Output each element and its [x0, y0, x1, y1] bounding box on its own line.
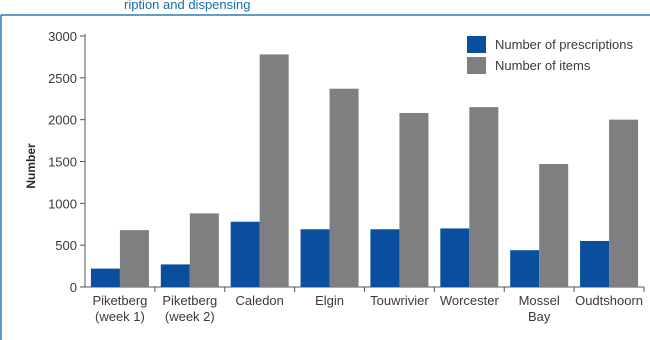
bar-items [399, 112, 429, 288]
bar-prescriptions [230, 221, 260, 287]
y-tick-label: 3000 [48, 29, 77, 44]
x-tick-label: (week 1) [95, 309, 145, 324]
y-tick-label: 1500 [48, 155, 77, 170]
bar-prescriptions [440, 228, 470, 287]
legend: Number of prescriptions Number of items [467, 36, 633, 74]
bar-prescriptions [580, 240, 610, 287]
figure-caption: ription and dispensing [124, 0, 250, 12]
x-axis: Piketberg(week 1)Piketberg(week 2)Caledo… [85, 286, 645, 324]
legend-label: Number of prescriptions [495, 37, 633, 52]
bar-marks [90, 54, 639, 288]
bar-prescriptions [90, 268, 120, 287]
x-tick-label: Mossel [519, 293, 560, 308]
y-axis-title: Number [24, 143, 38, 189]
x-tick-label: Elgin [315, 293, 344, 308]
x-tick-label: Oudtshoorn [575, 293, 643, 308]
y-tick-label: 2000 [48, 113, 77, 128]
bar-prescriptions [370, 229, 400, 287]
y-tick-label: 0 [70, 280, 77, 295]
legend-swatch [467, 36, 486, 53]
x-tick-label: Worcester [440, 293, 500, 308]
legend-swatch [467, 57, 486, 74]
bar-prescriptions [300, 229, 330, 287]
y-tick-label: 2500 [48, 71, 77, 86]
y-axis: 0 500 1000 1500 2000 2500 3000 [48, 29, 86, 295]
bar-prescriptions [160, 264, 190, 287]
x-tick-label: Bay [528, 309, 551, 324]
bar-items [329, 88, 359, 288]
x-tick-label: Caledon [235, 293, 283, 308]
bar-items [119, 230, 149, 287]
y-tick-label: 500 [55, 238, 77, 253]
x-tick-label: Touwrivier [370, 293, 429, 308]
bar-prescriptions [510, 250, 540, 287]
bar-items [539, 164, 569, 287]
bar-items [469, 107, 499, 287]
x-tick-label: Piketberg [162, 293, 217, 308]
legend-label: Number of items [495, 58, 591, 73]
bar-items [609, 119, 639, 288]
bar-items [259, 54, 289, 288]
bar-items [189, 213, 219, 287]
y-tick-label: 1000 [48, 196, 77, 211]
x-tick-label: (week 2) [165, 309, 215, 324]
x-tick-label: Piketberg [92, 293, 147, 308]
